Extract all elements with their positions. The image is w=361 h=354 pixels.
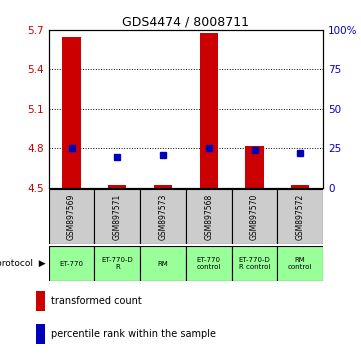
- Text: GSM897572: GSM897572: [296, 194, 305, 240]
- Bar: [245, 145, 264, 188]
- Text: GSM897568: GSM897568: [204, 194, 213, 240]
- Bar: [277, 189, 323, 244]
- Text: RM
control: RM control: [288, 257, 312, 270]
- Title: GDS4474 / 8008711: GDS4474 / 8008711: [122, 16, 249, 29]
- Text: ET-770: ET-770: [60, 261, 84, 267]
- Bar: [232, 189, 277, 244]
- Bar: [49, 189, 95, 244]
- Bar: [186, 246, 232, 281]
- Bar: [291, 185, 309, 188]
- Text: RM: RM: [158, 261, 169, 267]
- Bar: [154, 185, 172, 188]
- Text: ET-770-D
R control: ET-770-D R control: [239, 257, 270, 270]
- Bar: [62, 37, 81, 188]
- Text: GSM897570: GSM897570: [250, 194, 259, 240]
- Bar: [36, 324, 45, 344]
- Bar: [95, 246, 140, 281]
- Text: transformed count: transformed count: [51, 296, 141, 306]
- Bar: [186, 189, 232, 244]
- Text: ET-770
control: ET-770 control: [197, 257, 221, 270]
- Text: ET-770-D
R: ET-770-D R: [101, 257, 133, 270]
- Bar: [95, 189, 140, 244]
- Bar: [49, 246, 95, 281]
- Text: GSM897571: GSM897571: [113, 194, 122, 240]
- Bar: [108, 185, 126, 188]
- Bar: [140, 189, 186, 244]
- Text: GSM897569: GSM897569: [67, 194, 76, 240]
- Bar: [200, 33, 218, 188]
- Bar: [277, 246, 323, 281]
- Bar: [36, 291, 45, 312]
- Text: percentile rank within the sample: percentile rank within the sample: [51, 329, 216, 339]
- Text: GSM897573: GSM897573: [158, 194, 168, 240]
- Text: protocol  ▶: protocol ▶: [0, 259, 45, 268]
- Bar: [140, 246, 186, 281]
- Bar: [232, 246, 277, 281]
